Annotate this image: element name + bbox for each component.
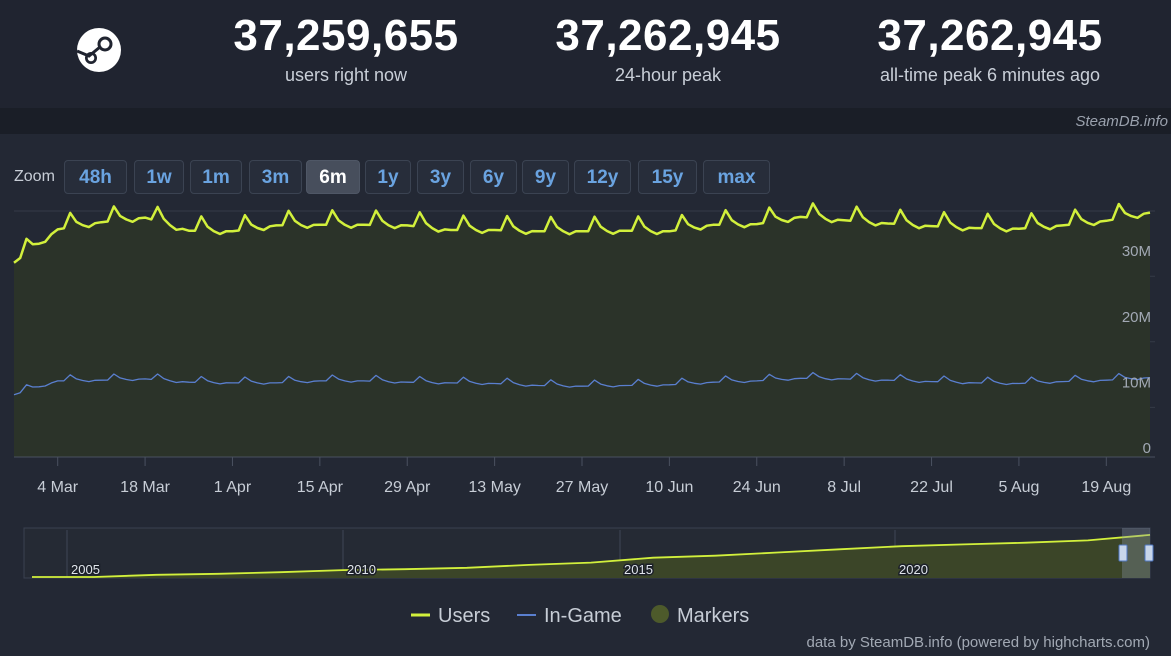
- all-time-peak-value: 37,262,945: [877, 11, 1103, 60]
- current-users-label: users right now: [284, 65, 408, 85]
- chart-credit: SteamDB.info: [1075, 113, 1168, 130]
- y-tick-label: 0: [1143, 440, 1151, 457]
- x-axis-labels: 4 Mar 18 Mar 1 Apr 15 Apr 29 Apr 13 May 27 May…: [37, 457, 1131, 496]
- zoom-3m-button[interactable]: 3m: [249, 160, 302, 194]
- zoom-max-button[interactable]: max: [703, 160, 770, 194]
- all-time-peak-stat: 37,262,945 all-time peak 6 minutes ago: [840, 12, 1140, 86]
- x-tick-label: 1 Apr: [214, 479, 252, 496]
- navigator-year-label: 2020: [899, 562, 928, 577]
- users-series-line[interactable]: [13, 202, 1151, 264]
- zoom-6m-button[interactable]: 6m: [306, 160, 360, 194]
- legend-in-game-label[interactable]: In-Game: [544, 605, 622, 627]
- all-time-peak-label: all-time peak 6 minutes ago: [879, 65, 1101, 85]
- zoom-3y-button[interactable]: 3y: [417, 160, 464, 194]
- zoom-1m-button[interactable]: 1m: [190, 160, 242, 194]
- zoom-6y-button[interactable]: 6y: [470, 160, 517, 194]
- x-tick-label: 4 Mar: [37, 479, 79, 496]
- footer-attribution[interactable]: data by SteamDB.info (powered by highcha…: [806, 634, 1151, 651]
- legend-users-label[interactable]: Users: [438, 605, 490, 627]
- current-users-value: 37,259,655: [233, 11, 459, 60]
- current-users-stat: 37,259,655 users right now: [196, 12, 496, 86]
- zoom-9y-button[interactable]: 9y: [522, 160, 569, 194]
- x-tick-label: 22 Jul: [910, 479, 953, 496]
- x-tick-label: 29 Apr: [384, 479, 431, 496]
- chart-top-band: [0, 108, 1171, 134]
- daily-peak-value: 37,262,945: [555, 11, 781, 60]
- navigator-year-label: 2010: [347, 562, 376, 577]
- zoom-1y-button[interactable]: 1y: [365, 160, 411, 194]
- x-tick-label: 27 May: [556, 479, 608, 496]
- navigator-users-line: [32, 534, 1151, 578]
- zoom-15y-button[interactable]: 15y: [638, 160, 697, 194]
- chart-legend: Users In-Game Markers: [411, 605, 749, 627]
- navigator-year-label: 2005: [71, 562, 100, 577]
- legend-markers-swatch: [651, 605, 669, 623]
- steam-logo-icon[interactable]: [76, 27, 122, 73]
- y-tick-label: 30M: [1122, 243, 1151, 260]
- x-tick-label: 18 Mar: [120, 479, 170, 496]
- navigator-year-label: 2015: [624, 562, 653, 577]
- users-area-fill: [14, 203, 1150, 457]
- navigator-right-handle[interactable]: [1144, 544, 1154, 562]
- x-tick-label: 15 Apr: [297, 479, 344, 496]
- y-axis-labels: 0 10M 20M 30M: [1122, 243, 1151, 457]
- navigator-users-area: [32, 534, 1150, 578]
- zoom-48h-button[interactable]: 48h: [64, 160, 127, 194]
- x-tick-label: 10 Jun: [645, 479, 693, 496]
- stats-header: 37,259,655 users right now 37,262,945 24…: [0, 0, 1171, 108]
- in-game-series-line[interactable]: [13, 371, 1151, 396]
- daily-peak-label: 24-hour peak: [614, 65, 722, 85]
- x-tick-label: 13 May: [468, 479, 520, 496]
- navigator-year-labels: 2005 2010 2015 2020: [70, 561, 930, 579]
- legend-markers-label[interactable]: Markers: [677, 605, 749, 627]
- x-tick-label: 19 Aug: [1081, 479, 1131, 496]
- x-tick-label: 8 Jul: [827, 479, 861, 496]
- zoom-label: Zoom: [14, 168, 55, 185]
- y-tick-label: 20M: [1122, 309, 1151, 326]
- x-tick-label: 5 Aug: [998, 479, 1039, 496]
- x-tick-label: 24 Jun: [733, 479, 781, 496]
- navigator-left-handle[interactable]: [1118, 544, 1128, 562]
- zoom-1w-button[interactable]: 1w: [134, 160, 184, 194]
- y-tick-label: 10M: [1122, 374, 1151, 391]
- daily-peak-stat: 37,262,945 24-hour peak: [518, 12, 818, 86]
- zoom-12y-button[interactable]: 12y: [574, 160, 631, 194]
